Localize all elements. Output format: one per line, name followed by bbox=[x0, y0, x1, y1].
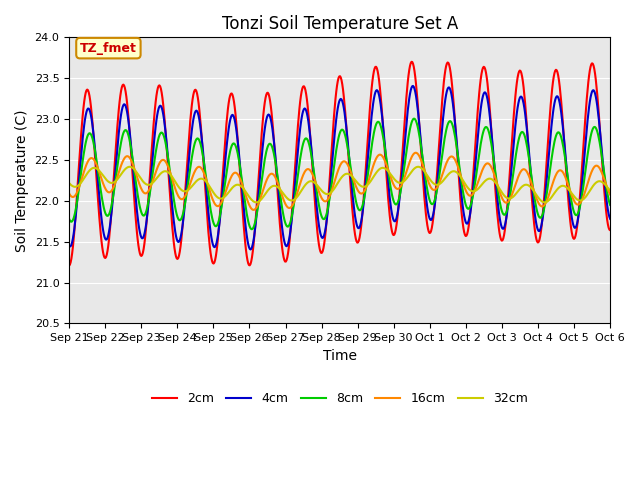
32cm bbox=[606, 188, 614, 193]
2cm bbox=[422, 210, 429, 216]
Line: 8cm: 8cm bbox=[69, 119, 610, 229]
2cm bbox=[186, 127, 193, 132]
32cm bbox=[75, 182, 83, 188]
16cm bbox=[75, 185, 83, 191]
2cm bbox=[65, 263, 73, 268]
Title: Tonzi Soil Temperature Set A: Tonzi Soil Temperature Set A bbox=[221, 15, 458, 33]
Text: TZ_fmet: TZ_fmet bbox=[80, 42, 137, 55]
4cm bbox=[131, 183, 138, 189]
4cm bbox=[409, 83, 417, 89]
32cm bbox=[214, 195, 222, 201]
Line: 4cm: 4cm bbox=[69, 86, 610, 250]
32cm bbox=[415, 164, 422, 169]
Line: 2cm: 2cm bbox=[69, 62, 610, 265]
8cm bbox=[406, 126, 414, 132]
Y-axis label: Soil Temperature (C): Soil Temperature (C) bbox=[15, 109, 29, 252]
2cm bbox=[131, 201, 138, 207]
16cm bbox=[406, 158, 414, 164]
16cm bbox=[186, 182, 193, 188]
Line: 32cm: 32cm bbox=[69, 167, 610, 203]
32cm bbox=[131, 167, 138, 173]
16cm bbox=[412, 150, 420, 156]
Line: 16cm: 16cm bbox=[69, 153, 610, 210]
8cm bbox=[75, 186, 83, 192]
4cm bbox=[606, 216, 614, 222]
4cm bbox=[65, 243, 73, 249]
8cm bbox=[186, 170, 193, 176]
32cm bbox=[405, 172, 413, 178]
2cm bbox=[606, 227, 614, 233]
X-axis label: Time: Time bbox=[323, 348, 356, 363]
16cm bbox=[131, 167, 138, 172]
32cm bbox=[186, 186, 193, 192]
Legend: 2cm, 4cm, 8cm, 16cm, 32cm: 2cm, 4cm, 8cm, 16cm, 32cm bbox=[147, 387, 532, 410]
4cm bbox=[246, 247, 254, 252]
16cm bbox=[65, 191, 73, 196]
8cm bbox=[131, 170, 138, 176]
16cm bbox=[606, 192, 614, 197]
16cm bbox=[250, 207, 257, 213]
16cm bbox=[422, 174, 430, 180]
4cm bbox=[186, 149, 193, 155]
2cm bbox=[405, 67, 413, 73]
4cm bbox=[406, 91, 414, 97]
2cm bbox=[408, 59, 415, 65]
4cm bbox=[422, 199, 430, 205]
16cm bbox=[214, 203, 222, 209]
8cm bbox=[410, 116, 417, 121]
32cm bbox=[422, 170, 429, 176]
8cm bbox=[606, 202, 614, 208]
8cm bbox=[422, 182, 430, 188]
2cm bbox=[75, 163, 83, 169]
8cm bbox=[248, 227, 256, 232]
32cm bbox=[65, 180, 73, 186]
32cm bbox=[541, 200, 548, 205]
4cm bbox=[75, 178, 83, 183]
8cm bbox=[65, 216, 73, 222]
2cm bbox=[214, 234, 222, 240]
8cm bbox=[214, 220, 222, 226]
4cm bbox=[214, 231, 222, 237]
